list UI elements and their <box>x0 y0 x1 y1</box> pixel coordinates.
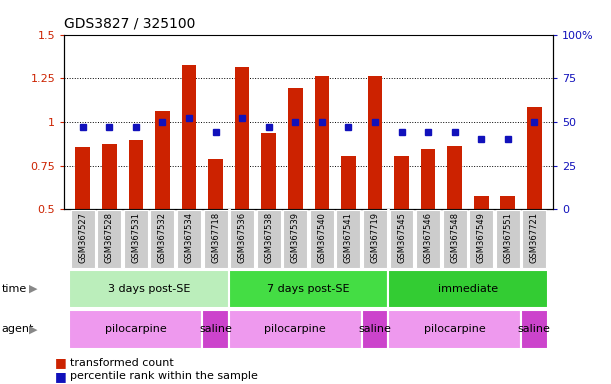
Bar <box>102 144 117 209</box>
Bar <box>500 196 515 209</box>
Bar <box>527 107 542 209</box>
Text: ▶: ▶ <box>29 284 38 294</box>
FancyBboxPatch shape <box>70 270 229 308</box>
Text: GSM367536: GSM367536 <box>238 212 247 263</box>
FancyBboxPatch shape <box>388 310 521 349</box>
Bar <box>474 196 489 209</box>
Text: 3 days post-SE: 3 days post-SE <box>108 284 191 294</box>
FancyBboxPatch shape <box>388 270 547 308</box>
Text: GSM367531: GSM367531 <box>131 212 141 263</box>
Text: GSM367540: GSM367540 <box>317 212 326 263</box>
Text: ▶: ▶ <box>29 324 38 334</box>
Text: saline: saline <box>359 324 392 334</box>
Text: GSM367721: GSM367721 <box>530 212 539 263</box>
Text: GSM367549: GSM367549 <box>477 212 486 263</box>
FancyBboxPatch shape <box>97 210 121 268</box>
Text: GSM367539: GSM367539 <box>291 212 300 263</box>
FancyBboxPatch shape <box>496 210 520 268</box>
FancyBboxPatch shape <box>70 310 202 349</box>
Text: GSM367718: GSM367718 <box>211 212 220 263</box>
Text: pilocarpine: pilocarpine <box>105 324 167 334</box>
FancyBboxPatch shape <box>390 210 414 268</box>
FancyBboxPatch shape <box>521 310 547 349</box>
Text: immediate: immediate <box>438 284 498 294</box>
FancyBboxPatch shape <box>284 210 307 268</box>
Bar <box>288 88 302 209</box>
Bar <box>235 67 249 209</box>
Text: percentile rank within the sample: percentile rank within the sample <box>70 371 258 381</box>
Text: time: time <box>2 284 27 294</box>
FancyBboxPatch shape <box>177 210 201 268</box>
Text: GSM367538: GSM367538 <box>264 212 273 263</box>
FancyBboxPatch shape <box>443 210 467 268</box>
Text: GSM367532: GSM367532 <box>158 212 167 263</box>
Text: transformed count: transformed count <box>70 358 174 368</box>
Text: GSM367527: GSM367527 <box>78 212 87 263</box>
FancyBboxPatch shape <box>522 210 546 268</box>
Text: pilocarpine: pilocarpine <box>265 324 326 334</box>
Bar <box>208 159 223 209</box>
Text: GSM367541: GSM367541 <box>344 212 353 263</box>
Text: GDS3827 / 325100: GDS3827 / 325100 <box>64 17 196 31</box>
Bar <box>341 156 356 209</box>
Bar <box>368 76 382 209</box>
FancyBboxPatch shape <box>362 310 388 349</box>
FancyBboxPatch shape <box>229 270 388 308</box>
FancyBboxPatch shape <box>202 310 229 349</box>
Text: GSM367534: GSM367534 <box>185 212 194 263</box>
Bar <box>447 146 462 209</box>
FancyBboxPatch shape <box>150 210 174 268</box>
FancyBboxPatch shape <box>310 210 334 268</box>
Text: GSM367548: GSM367548 <box>450 212 459 263</box>
Bar <box>315 76 329 209</box>
Text: GSM367719: GSM367719 <box>370 212 379 263</box>
Text: ■: ■ <box>55 356 67 369</box>
FancyBboxPatch shape <box>124 210 148 268</box>
FancyBboxPatch shape <box>230 210 254 268</box>
Bar <box>262 133 276 209</box>
Bar <box>181 65 196 209</box>
Bar <box>75 147 90 209</box>
FancyBboxPatch shape <box>469 210 493 268</box>
Bar <box>421 149 436 209</box>
Text: GSM367545: GSM367545 <box>397 212 406 263</box>
FancyBboxPatch shape <box>203 210 227 268</box>
Text: 7 days post-SE: 7 days post-SE <box>267 284 350 294</box>
Text: saline: saline <box>199 324 232 334</box>
Text: ■: ■ <box>55 370 67 383</box>
FancyBboxPatch shape <box>337 210 360 268</box>
FancyBboxPatch shape <box>416 210 440 268</box>
Text: GSM367528: GSM367528 <box>105 212 114 263</box>
FancyBboxPatch shape <box>229 310 362 349</box>
Bar <box>128 140 143 209</box>
FancyBboxPatch shape <box>363 210 387 268</box>
Text: GSM367551: GSM367551 <box>503 212 512 263</box>
Text: GSM367546: GSM367546 <box>423 212 433 263</box>
Bar <box>155 111 170 209</box>
Text: agent: agent <box>2 324 34 334</box>
Text: pilocarpine: pilocarpine <box>424 324 486 334</box>
Text: saline: saline <box>518 324 551 334</box>
FancyBboxPatch shape <box>257 210 280 268</box>
FancyBboxPatch shape <box>71 210 95 268</box>
Bar <box>394 156 409 209</box>
